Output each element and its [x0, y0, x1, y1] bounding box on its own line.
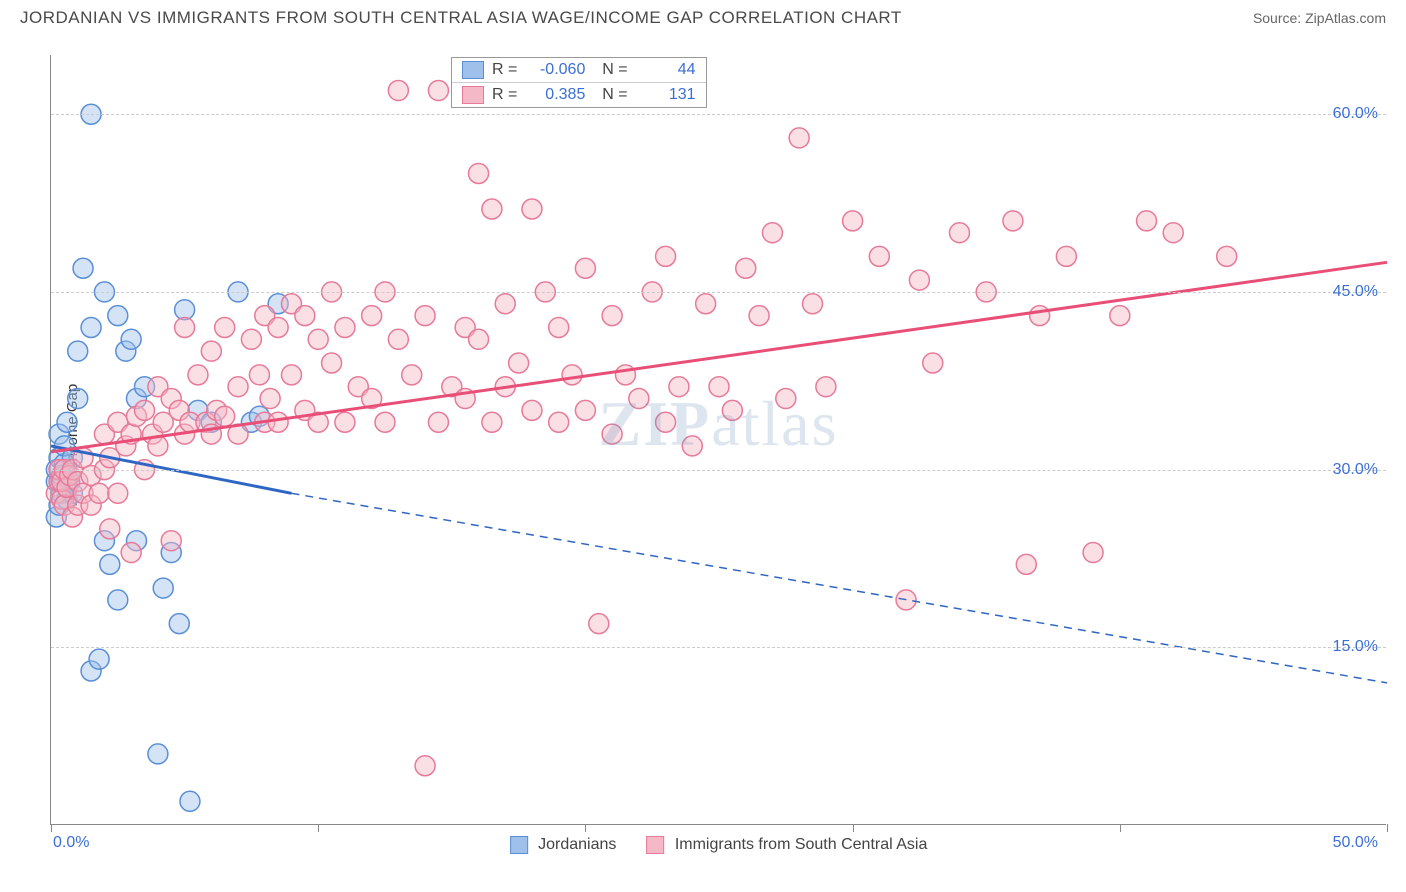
stats-n-value-0: 44: [636, 61, 696, 79]
stats-r-value-0: -0.060: [525, 61, 585, 79]
chart-header: JORDANIAN VS IMMIGRANTS FROM SOUTH CENTR…: [0, 0, 1406, 32]
x-axis-min-label: 0.0%: [53, 834, 89, 852]
stats-row-immigrants: R = 0.385 N = 131: [452, 82, 706, 107]
x-tick: [51, 824, 52, 832]
x-tick: [1120, 824, 1121, 832]
chart-source: Source: ZipAtlas.com: [1253, 10, 1386, 26]
y-tick-label: 45.0%: [1333, 283, 1378, 301]
bottom-legend: Jordanians Immigrants from South Central…: [510, 836, 928, 854]
legend-label-immigrants: Immigrants from South Central Asia: [675, 836, 928, 853]
gridline-h: [51, 647, 1386, 648]
legend-item-immigrants: Immigrants from South Central Asia: [646, 836, 927, 854]
legend-item-jordanians: Jordanians: [510, 836, 617, 854]
x-axis-max-label: 50.0%: [1333, 834, 1378, 852]
stats-n-label: N =: [593, 86, 627, 104]
stats-row-jordanians: R = -0.060 N = 44: [452, 58, 706, 82]
stats-n-value-1: 131: [636, 86, 696, 104]
chart-title: JORDANIAN VS IMMIGRANTS FROM SOUTH CENTR…: [20, 8, 902, 28]
gridline-h: [51, 470, 1386, 471]
legend-swatch-jordanians: [510, 836, 528, 854]
stats-swatch-jordanians: [462, 61, 484, 79]
stats-r-label: R =: [492, 61, 517, 79]
y-tick-label: 15.0%: [1333, 638, 1378, 656]
stats-swatch-immigrants: [462, 86, 484, 104]
correlation-stats-box: R = -0.060 N = 44 R = 0.385 N = 131: [451, 57, 707, 108]
x-tick: [318, 824, 319, 832]
gridline-h: [51, 114, 1386, 115]
x-tick: [1387, 824, 1388, 832]
y-tick-label: 60.0%: [1333, 105, 1378, 123]
x-tick: [853, 824, 854, 832]
gridline-h: [51, 292, 1386, 293]
x-tick: [585, 824, 586, 832]
scatter-svg: [51, 55, 1386, 824]
stats-r-label: R =: [492, 86, 517, 104]
chart-plot-area: ZIPatlas R = -0.060 N = 44 R = 0.385 N =…: [50, 55, 1386, 825]
stats-r-value-1: 0.385: [525, 86, 585, 104]
stats-n-label: N =: [593, 61, 627, 79]
legend-swatch-immigrants: [646, 836, 664, 854]
y-tick-label: 30.0%: [1333, 461, 1378, 479]
legend-label-jordanians: Jordanians: [538, 836, 616, 853]
